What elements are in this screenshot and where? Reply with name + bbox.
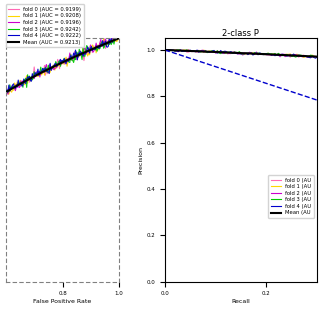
Legend: fold 0 (AUC = 0.9199), fold 1 (AUC = 0.9208), fold 2 (AUC = 0.9196), fold 3 (AUC: fold 0 (AUC = 0.9199), fold 1 (AUC = 0.9… [6,4,84,47]
X-axis label: Recall: Recall [231,299,250,304]
X-axis label: False Positive Rate: False Positive Rate [33,299,92,304]
Y-axis label: Precision: Precision [139,146,144,174]
Title: 2-class P: 2-class P [222,28,259,38]
Legend: fold 0 (AU, fold 1 (AU, fold 2 (AU, fold 3 (AU, fold 4 (AU, Mean (AU: fold 0 (AU, fold 1 (AU, fold 2 (AU, fold… [268,175,314,218]
